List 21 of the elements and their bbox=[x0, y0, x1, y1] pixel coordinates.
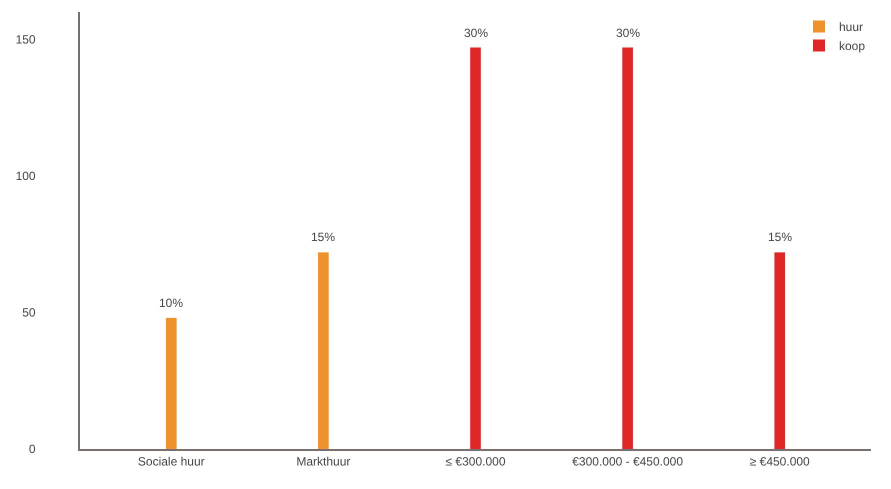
annotation: 15% bbox=[768, 230, 792, 244]
bar bbox=[622, 48, 633, 449]
y-tick-label: 50 bbox=[22, 306, 36, 320]
y-tick-label: 100 bbox=[16, 169, 36, 184]
x-tick-label: ≥ €450.000 bbox=[750, 454, 810, 468]
bar bbox=[470, 48, 481, 449]
annotation: 10% bbox=[159, 296, 184, 310]
bar bbox=[166, 318, 177, 449]
legend-label: huur bbox=[839, 20, 864, 34]
annotation: 30% bbox=[464, 26, 488, 40]
x-tick-label: Markthuur bbox=[296, 454, 350, 468]
bar bbox=[774, 252, 786, 449]
annotation: 15% bbox=[311, 230, 336, 244]
x-tick-label: €300.000 - €450.000 bbox=[572, 454, 684, 468]
y-tick-label: 150 bbox=[16, 32, 36, 47]
bar bbox=[318, 252, 329, 449]
x-tick-label: Sociale huur bbox=[138, 454, 205, 468]
legend-label: koop bbox=[839, 39, 866, 54]
y-tick-label: 0 bbox=[28, 442, 36, 456]
annotation: 30% bbox=[616, 26, 640, 40]
x-tick-label: ≤ €300.000 bbox=[446, 454, 506, 468]
